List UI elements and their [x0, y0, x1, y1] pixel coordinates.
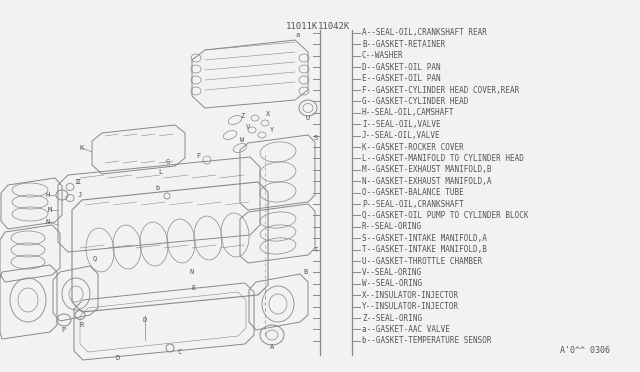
- Text: P--SEAL-OIL,CRANKSHAFT: P--SEAL-OIL,CRANKSHAFT: [362, 199, 464, 209]
- Text: U: U: [306, 115, 310, 121]
- Text: Q: Q: [93, 255, 97, 261]
- Text: b: b: [156, 185, 160, 191]
- Text: I--SEAL-OIL,VALVE: I--SEAL-OIL,VALVE: [362, 120, 440, 129]
- Text: T--GASKET-INTAKE MANIFOLD,B: T--GASKET-INTAKE MANIFOLD,B: [362, 245, 487, 254]
- Text: Y--INSULATOR-INJECTOR: Y--INSULATOR-INJECTOR: [362, 302, 459, 311]
- Text: 11011K: 11011K: [285, 22, 318, 31]
- Text: 11042K: 11042K: [317, 22, 350, 31]
- Text: P: P: [62, 327, 66, 333]
- Text: H--SEAL-OIL,CAMSHAFT: H--SEAL-OIL,CAMSHAFT: [362, 108, 454, 117]
- Text: N: N: [46, 219, 50, 225]
- Text: A: A: [270, 344, 274, 350]
- Text: K: K: [80, 145, 84, 151]
- Text: X--INSULATOR-INJECTOR: X--INSULATOR-INJECTOR: [362, 291, 459, 300]
- Text: I: I: [74, 179, 78, 185]
- Text: F--GASKET-CYLINDER HEAD COVER,REAR: F--GASKET-CYLINDER HEAD COVER,REAR: [362, 86, 519, 94]
- Text: Z: Z: [241, 113, 245, 119]
- Text: A--SEAL-OIL,CRANKSHAFT REAR: A--SEAL-OIL,CRANKSHAFT REAR: [362, 29, 487, 38]
- Text: S--GASKET-INTAKE MANIFOLD,A: S--GASKET-INTAKE MANIFOLD,A: [362, 234, 487, 243]
- Text: H: H: [46, 192, 50, 198]
- Text: W--SEAL-ORING: W--SEAL-ORING: [362, 279, 422, 288]
- Text: M--GASKET-EXHAUST MANIFOLD,B: M--GASKET-EXHAUST MANIFOLD,B: [362, 165, 492, 174]
- Text: D--GASKET-OIL PAN: D--GASKET-OIL PAN: [362, 63, 440, 72]
- Text: G: G: [166, 159, 170, 165]
- Text: N--GASKET-EXHAUST MANIFOLD,A: N--GASKET-EXHAUST MANIFOLD,A: [362, 177, 492, 186]
- Text: N: N: [190, 269, 194, 275]
- Text: T: T: [314, 247, 318, 253]
- Text: C--WASHER: C--WASHER: [362, 51, 404, 60]
- Text: Q--GASKET-OIL PUMP TO CYLINDER BLOCK: Q--GASKET-OIL PUMP TO CYLINDER BLOCK: [362, 211, 529, 220]
- Text: J--SEAL-OIL,VALVE: J--SEAL-OIL,VALVE: [362, 131, 440, 140]
- Text: K--GASKET-ROCKER COVER: K--GASKET-ROCKER COVER: [362, 142, 464, 151]
- Text: a: a: [296, 32, 300, 38]
- Text: I: I: [76, 179, 80, 185]
- Text: R--SEAL-ORING: R--SEAL-ORING: [362, 222, 422, 231]
- Text: D: D: [143, 317, 147, 323]
- Text: S: S: [314, 135, 318, 141]
- Text: Z--SEAL-ORING: Z--SEAL-ORING: [362, 314, 422, 323]
- Text: L: L: [158, 169, 162, 175]
- Text: a--GASKET-AAC VALVE: a--GASKET-AAC VALVE: [362, 325, 450, 334]
- Text: J: J: [78, 192, 82, 198]
- Text: X: X: [266, 111, 270, 117]
- Text: A'0^^ 0306: A'0^^ 0306: [560, 346, 610, 355]
- Text: U--GASKET-THROTTLE CHAMBER: U--GASKET-THROTTLE CHAMBER: [362, 257, 483, 266]
- Text: O--GASKET-BALANCE TUBE: O--GASKET-BALANCE TUBE: [362, 188, 464, 197]
- Text: C: C: [178, 349, 182, 355]
- Text: E: E: [191, 285, 195, 291]
- Text: B: B: [303, 269, 307, 275]
- Text: F: F: [196, 153, 200, 159]
- Text: V: V: [246, 124, 250, 130]
- Text: G--GASKET-CYLINDER HEAD: G--GASKET-CYLINDER HEAD: [362, 97, 468, 106]
- Text: W: W: [240, 137, 244, 143]
- Text: B--GASKET-RETAINER: B--GASKET-RETAINER: [362, 40, 445, 49]
- Text: M: M: [48, 207, 52, 213]
- Text: E--GASKET-OIL PAN: E--GASKET-OIL PAN: [362, 74, 440, 83]
- Text: D: D: [116, 355, 120, 361]
- Text: L--GASKET-MANIFOLD TO CYLINDER HEAD: L--GASKET-MANIFOLD TO CYLINDER HEAD: [362, 154, 524, 163]
- Text: R: R: [80, 322, 84, 328]
- Text: V--SEAL-ORING: V--SEAL-ORING: [362, 268, 422, 277]
- Text: Y: Y: [270, 127, 274, 133]
- Text: b--GASKET-TEMPERATURE SENSOR: b--GASKET-TEMPERATURE SENSOR: [362, 336, 492, 345]
